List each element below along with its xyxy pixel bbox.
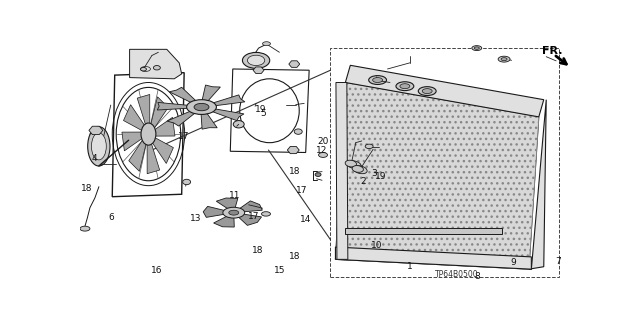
Text: 14: 14 (300, 215, 312, 224)
Polygon shape (201, 85, 220, 105)
Circle shape (498, 56, 510, 62)
Ellipse shape (248, 55, 265, 65)
Text: 6: 6 (108, 213, 114, 222)
Text: 17: 17 (248, 211, 259, 221)
Circle shape (262, 42, 271, 46)
Text: 17: 17 (179, 132, 190, 141)
Polygon shape (335, 83, 539, 269)
Circle shape (369, 76, 387, 85)
Ellipse shape (319, 152, 328, 157)
Ellipse shape (365, 144, 373, 149)
Ellipse shape (92, 133, 106, 160)
Text: FR.: FR. (543, 46, 563, 56)
Polygon shape (167, 108, 200, 126)
Circle shape (472, 46, 482, 51)
Ellipse shape (88, 127, 110, 166)
Circle shape (194, 103, 209, 111)
Polygon shape (346, 65, 544, 117)
Polygon shape (169, 87, 200, 106)
Text: 9: 9 (510, 258, 516, 267)
Text: 12: 12 (316, 146, 328, 155)
Text: 13: 13 (190, 214, 202, 223)
Ellipse shape (141, 123, 156, 145)
Text: 16: 16 (151, 266, 163, 275)
Polygon shape (150, 97, 168, 131)
Circle shape (501, 58, 507, 61)
Ellipse shape (315, 173, 321, 176)
Polygon shape (336, 83, 348, 259)
Polygon shape (201, 109, 217, 129)
Circle shape (372, 78, 383, 83)
Ellipse shape (233, 121, 244, 128)
Text: 17: 17 (296, 186, 307, 195)
Polygon shape (147, 139, 159, 174)
Ellipse shape (154, 65, 161, 70)
Polygon shape (129, 49, 182, 79)
Text: 4: 4 (91, 154, 97, 163)
Text: 19: 19 (375, 172, 387, 181)
Circle shape (396, 82, 414, 91)
Text: 2: 2 (360, 177, 365, 186)
Polygon shape (253, 67, 264, 73)
Polygon shape (205, 95, 245, 107)
Text: 20: 20 (317, 137, 329, 146)
Text: 5: 5 (260, 109, 266, 118)
Circle shape (400, 84, 410, 89)
Text: TP64B0500: TP64B0500 (435, 270, 479, 278)
Text: 1: 1 (407, 262, 413, 271)
Ellipse shape (348, 161, 361, 169)
Text: 11: 11 (229, 191, 241, 200)
Circle shape (474, 47, 479, 49)
Text: 18: 18 (289, 167, 301, 176)
Circle shape (187, 100, 216, 115)
Circle shape (228, 210, 239, 215)
Polygon shape (129, 137, 147, 171)
Text: 3: 3 (371, 169, 377, 178)
Polygon shape (157, 102, 196, 110)
Text: 18: 18 (81, 184, 92, 193)
Text: 18: 18 (252, 246, 263, 255)
Polygon shape (203, 206, 234, 217)
Text: 8: 8 (474, 272, 479, 281)
Polygon shape (214, 213, 234, 227)
Polygon shape (124, 105, 147, 132)
Ellipse shape (353, 166, 367, 174)
Ellipse shape (294, 129, 302, 134)
Text: 19: 19 (255, 105, 267, 114)
Circle shape (80, 226, 90, 231)
Text: 10: 10 (371, 241, 382, 250)
Polygon shape (234, 213, 262, 225)
Bar (330, 48, 559, 277)
Ellipse shape (141, 68, 147, 71)
Text: 15: 15 (274, 266, 285, 275)
Ellipse shape (182, 179, 191, 185)
Polygon shape (122, 132, 145, 151)
Text: 18: 18 (289, 252, 300, 261)
Circle shape (223, 207, 244, 218)
Polygon shape (216, 198, 238, 213)
Ellipse shape (345, 160, 356, 167)
Polygon shape (289, 61, 300, 67)
Circle shape (419, 87, 436, 95)
Bar (346, 228, 502, 234)
Ellipse shape (243, 52, 269, 68)
Polygon shape (152, 117, 175, 136)
Polygon shape (205, 108, 244, 121)
Polygon shape (335, 247, 531, 269)
Polygon shape (287, 146, 300, 154)
Polygon shape (150, 136, 173, 163)
Text: 7: 7 (555, 257, 561, 266)
Polygon shape (335, 83, 539, 269)
Polygon shape (137, 94, 150, 129)
Polygon shape (529, 100, 547, 269)
Ellipse shape (352, 166, 364, 172)
Polygon shape (89, 126, 103, 135)
Ellipse shape (262, 212, 271, 216)
Circle shape (422, 89, 432, 93)
Polygon shape (234, 201, 262, 213)
